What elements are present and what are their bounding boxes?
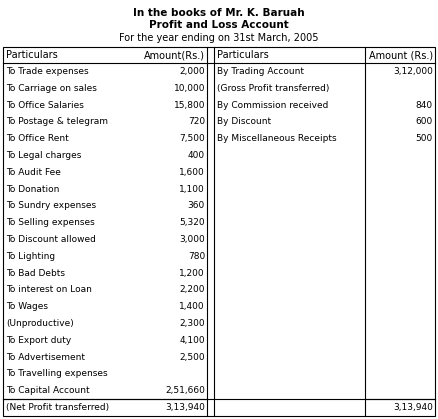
Text: To Selling expenses: To Selling expenses [6, 218, 95, 227]
Text: 3,13,940: 3,13,940 [393, 403, 433, 412]
Text: 720: 720 [188, 117, 205, 127]
Text: For the year ending on 31st March, 2005: For the year ending on 31st March, 2005 [119, 33, 319, 43]
Text: 2,000: 2,000 [180, 67, 205, 76]
Text: To Sundry expenses: To Sundry expenses [6, 202, 96, 210]
Text: (Net Profit transferred): (Net Profit transferred) [6, 403, 109, 412]
Text: 1,400: 1,400 [180, 302, 205, 311]
Text: To Audit Fee: To Audit Fee [6, 168, 61, 177]
Text: Particulars: Particulars [217, 50, 269, 60]
Text: To Lighting: To Lighting [6, 252, 55, 261]
Text: To Bad Debts: To Bad Debts [6, 269, 65, 278]
Text: 360: 360 [188, 202, 205, 210]
Text: By Discount: By Discount [217, 117, 271, 127]
Text: Particulars: Particulars [6, 50, 58, 60]
Text: To interest on Loan: To interest on Loan [6, 285, 92, 295]
Text: 5,320: 5,320 [180, 218, 205, 227]
Text: To Carriage on sales: To Carriage on sales [6, 84, 97, 93]
Text: To Travelling expenses: To Travelling expenses [6, 370, 108, 378]
Text: Profit and Loss Account: Profit and Loss Account [149, 20, 289, 30]
Text: (Unproductive): (Unproductive) [6, 319, 74, 328]
Text: By Miscellaneous Receipts: By Miscellaneous Receipts [217, 134, 337, 143]
Text: To Advertisement: To Advertisement [6, 353, 85, 362]
Text: Amount(Rs.): Amount(Rs.) [144, 50, 205, 60]
Text: In the books of Mr. K. Baruah: In the books of Mr. K. Baruah [133, 8, 305, 18]
Text: Amount (Rs.): Amount (Rs.) [369, 50, 433, 60]
Text: To Office Rent: To Office Rent [6, 134, 69, 143]
Text: To Export duty: To Export duty [6, 336, 71, 345]
Text: 2,200: 2,200 [180, 285, 205, 295]
Text: 1,200: 1,200 [180, 269, 205, 278]
Text: To Wages: To Wages [6, 302, 48, 311]
Text: 4,100: 4,100 [180, 336, 205, 345]
Text: 7,500: 7,500 [179, 134, 205, 143]
Text: By Trading Account: By Trading Account [217, 67, 304, 76]
Text: 840: 840 [416, 101, 433, 109]
Text: 500: 500 [416, 134, 433, 143]
Text: 3,000: 3,000 [179, 235, 205, 244]
Text: To Trade expenses: To Trade expenses [6, 67, 88, 76]
Bar [3, 47, 435, 416]
Text: 10,000: 10,000 [173, 84, 205, 93]
Text: To Postage & telegram: To Postage & telegram [6, 117, 108, 127]
Text: To Legal charges: To Legal charges [6, 151, 81, 160]
Text: To Discount allowed: To Discount allowed [6, 235, 96, 244]
Text: 600: 600 [416, 117, 433, 127]
Text: To Capital Account: To Capital Account [6, 386, 90, 395]
Text: To Donation: To Donation [6, 185, 60, 194]
Text: 1,100: 1,100 [179, 185, 205, 194]
Text: 2,300: 2,300 [180, 319, 205, 328]
Text: 400: 400 [188, 151, 205, 160]
Text: 2,51,660: 2,51,660 [165, 386, 205, 395]
Text: (Gross Profit transferred): (Gross Profit transferred) [217, 84, 329, 93]
Text: 1,600: 1,600 [179, 168, 205, 177]
Text: To Office Salaries: To Office Salaries [6, 101, 84, 109]
Text: 15,800: 15,800 [173, 101, 205, 109]
Text: 780: 780 [188, 252, 205, 261]
Text: By Commission received: By Commission received [217, 101, 328, 109]
Text: 2,500: 2,500 [180, 353, 205, 362]
Text: 3,12,000: 3,12,000 [393, 67, 433, 76]
Text: 3,13,940: 3,13,940 [165, 403, 205, 412]
